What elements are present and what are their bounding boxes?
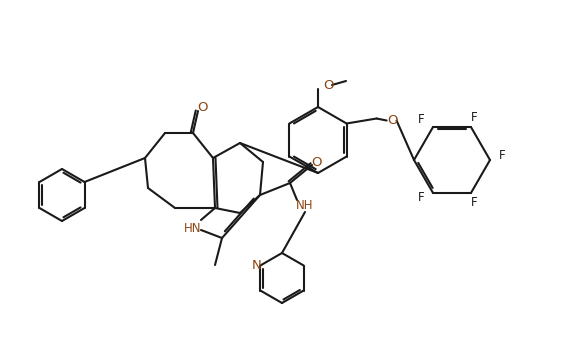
Text: O: O [312, 155, 322, 169]
Text: F: F [471, 111, 477, 124]
Text: O: O [323, 78, 333, 92]
Text: N: N [251, 259, 261, 272]
Text: O: O [198, 101, 208, 113]
Text: NH: NH [296, 198, 314, 212]
Text: HN: HN [184, 221, 202, 235]
Text: F: F [499, 149, 505, 161]
Text: F: F [471, 196, 477, 209]
Text: O: O [388, 114, 398, 127]
Text: F: F [418, 112, 424, 126]
Text: F: F [418, 192, 424, 204]
